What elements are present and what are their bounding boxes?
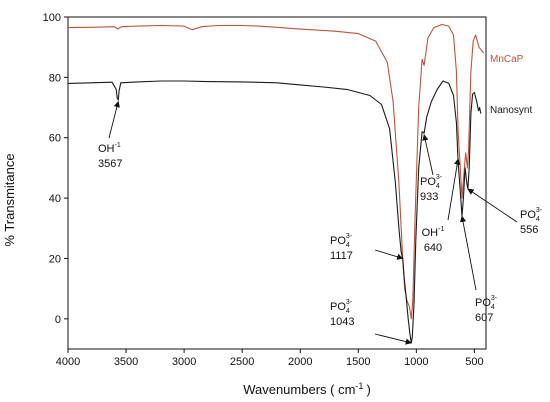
x-axis-title: Wavenumbers ( cm-1) [243,381,371,397]
annotation-superscript-1117: 3- [346,233,353,240]
annotation-superscript-607: 3- [491,295,498,302]
annotation-value-607: 607 [475,312,493,324]
annotation-arrow-1043 [374,333,412,345]
annotation-superscript-3567: -1 [115,142,121,149]
x-tick-label-500: 500 [465,356,483,368]
annotation-po-1043: PO4 3- 1043 [330,299,412,345]
annotation-subscript-1117: 4 [346,242,350,249]
x-axis-title-main: Wavenumbers ( cm [243,382,355,397]
annotation-subscript-1043: 4 [346,308,350,315]
annotation-value-3567: 3567 [98,158,122,170]
series-labels: MnCaP Nanosynt [490,54,532,116]
annotation-po-933: PO4 3- 933 [420,134,443,203]
x-tick-label-4000: 4000 [56,356,80,368]
annotation-value-640: 640 [424,242,442,254]
x-tick-label-3500: 3500 [114,356,138,368]
annotation-po-556: PO4 3- 556 [467,188,543,236]
y-tick-label-60: 60 [49,133,61,145]
annotation-arrow-607 [459,215,477,291]
annotation-arrow-3567 [108,100,120,139]
annotation-base-3567: OH [98,143,115,155]
annotation-arrow-640 [447,158,461,221]
annotation-arrow-1117 [374,249,404,260]
annotation-subscript-933: 4 [436,183,440,190]
x-tick-label-3000: 3000 [172,356,196,368]
annotation-species-933: PO4 3- [420,174,443,190]
annotation-base-556: PO [520,209,536,221]
annotation-species-640: OH-1 [422,226,445,239]
annotation-base-607: PO [475,297,491,309]
annotation-arrow-933 [422,134,434,176]
y-tick-label-80: 80 [49,72,61,84]
annotation-species-1117: PO4 3- [330,233,353,249]
peak-annotations: OH-13567PO43-1117PO43-1043PO43-933OH-164… [98,100,543,345]
plot-area [67,16,487,350]
annotation-value-1117: 1117 [330,250,353,262]
series-label-mncap: MnCaP [490,54,524,65]
annotation-value-933: 933 [420,191,438,203]
annotation-base-1043: PO [330,301,346,313]
axis-ticks: 4000 3500 3000 2500 2000 1500 1000 500 0 20 40 60 80… [43,12,484,368]
x-axis-title-close: ) [366,382,370,397]
annotation-oh-3567: OH-1 3567 [98,100,122,170]
annotation-arrow-556 [467,188,518,223]
x-tick-label-2500: 2500 [230,356,254,368]
annotation-value-1043: 1043 [330,316,354,328]
annotation-po-607: PO4 3- 607 [459,215,498,324]
x-tick-label-1500: 1500 [346,356,370,368]
annotation-superscript-1043: 3- [346,299,353,306]
annotation-value-556: 556 [520,224,538,236]
series-label-nanosynt: Nanosynt [490,105,532,116]
annotation-superscript-556: 3- [536,207,543,214]
annotation-base-933: PO [420,176,436,188]
annotation-po-1117: PO4 3- 1117 [330,233,404,262]
x-tick-label-1000: 1000 [404,356,428,368]
annotation-base-1117: PO [330,235,346,247]
plot-border [67,16,487,350]
annotation-species-607: PO4 3- [475,295,498,311]
annotation-base-640: OH [422,227,439,239]
series-line-mncap [67,23,485,320]
annotation-subscript-556: 4 [536,216,540,223]
annotation-species-3567: OH-1 [98,142,121,155]
x-axis-title-exponent: -1 [355,381,363,391]
y-tick-label-0: 0 [55,314,61,326]
annotation-species-556: PO4 3- [520,207,543,223]
annotation-superscript-933: 3- [436,174,443,181]
y-tick-label-20: 20 [49,253,61,265]
y-axis-title: % Transmitance [2,153,17,246]
x-tick-label-2000: 2000 [288,356,312,368]
y-tick-label-40: 40 [49,193,61,205]
y-tick-label-100: 100 [43,12,61,24]
annotation-superscript-640: -1 [438,226,444,233]
series-line-nanosynt [67,80,482,344]
annotation-subscript-607: 4 [491,304,495,311]
annotation-oh-640: OH-1 640 [422,158,461,254]
annotation-species-1043: PO4 3- [330,299,353,315]
